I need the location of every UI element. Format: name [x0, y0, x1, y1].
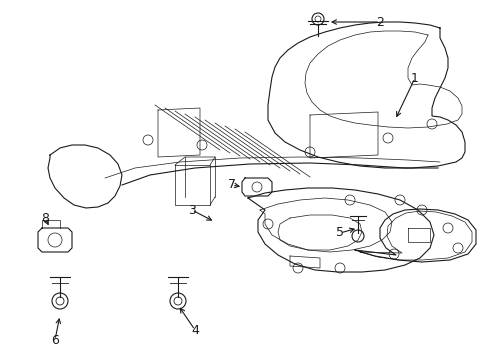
- Text: 2: 2: [375, 15, 383, 28]
- Text: 5: 5: [335, 226, 343, 239]
- Text: 7: 7: [227, 179, 236, 192]
- Text: 1: 1: [410, 72, 418, 85]
- Text: 3: 3: [188, 203, 196, 216]
- Text: 4: 4: [191, 324, 199, 337]
- Text: 6: 6: [51, 333, 59, 346]
- Text: 8: 8: [41, 211, 49, 225]
